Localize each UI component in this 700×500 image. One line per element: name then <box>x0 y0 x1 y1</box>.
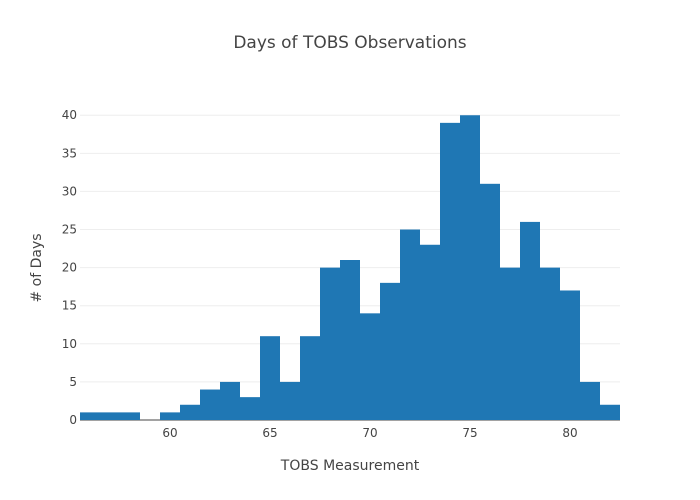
x-axis-title: TOBS Measurement <box>280 458 420 474</box>
y-tick-label: 35 <box>62 146 77 160</box>
histogram-bar[interactable] <box>440 122 460 420</box>
histogram-bar[interactable] <box>100 412 120 420</box>
x-tick-label: 75 <box>462 426 477 440</box>
histogram-bar[interactable] <box>580 381 600 420</box>
y-tick-labels: 0 5 10 15 20 25 30 35 40 <box>62 108 77 427</box>
histogram-bar[interactable] <box>460 115 480 420</box>
histogram-bar[interactable] <box>360 313 380 420</box>
histogram-bar[interactable] <box>280 381 300 420</box>
x-tick-label: 80 <box>562 426 577 440</box>
y-tick-label: 40 <box>62 108 77 122</box>
y-axis-title: # of Days <box>29 233 45 303</box>
y-tick-label: 5 <box>69 375 77 389</box>
histogram-bar[interactable] <box>300 336 320 420</box>
histogram-bar[interactable] <box>520 221 540 420</box>
histogram-bar[interactable] <box>160 412 180 420</box>
x-tick-label: 65 <box>262 426 277 440</box>
histogram-bar[interactable] <box>380 282 400 420</box>
histogram-bar[interactable] <box>220 381 240 420</box>
x-tick-labels: 60 65 70 75 80 <box>162 426 577 440</box>
y-tick-label: 20 <box>62 261 77 275</box>
histogram-bar[interactable] <box>400 229 420 420</box>
histogram-bar[interactable] <box>340 260 360 420</box>
histogram-bar[interactable] <box>240 397 260 420</box>
histogram-bar[interactable] <box>420 244 440 420</box>
histogram-bar[interactable] <box>260 336 280 420</box>
histogram-bar[interactable] <box>500 267 520 420</box>
y-tick-label: 30 <box>62 184 77 198</box>
x-tick-label: 70 <box>362 426 377 440</box>
histogram-bar[interactable] <box>480 183 500 420</box>
y-tick-label: 25 <box>62 223 77 237</box>
x-tick-label: 60 <box>162 426 177 440</box>
histogram-bar[interactable] <box>540 267 560 420</box>
histogram-bar[interactable] <box>560 290 580 420</box>
histogram-bar[interactable] <box>120 412 140 420</box>
histogram-bar[interactable] <box>80 412 100 420</box>
y-tick-label: 0 <box>69 413 77 427</box>
y-tick-label: 10 <box>62 337 77 351</box>
y-tick-label: 15 <box>62 299 77 313</box>
histogram-bar[interactable] <box>600 404 620 420</box>
histogram-bars <box>80 115 620 420</box>
chart-title: Days of TOBS Observations <box>233 33 467 53</box>
histogram-bar[interactable] <box>180 404 200 420</box>
histogram-bar[interactable] <box>200 389 220 420</box>
histogram-bar[interactable] <box>320 267 340 420</box>
